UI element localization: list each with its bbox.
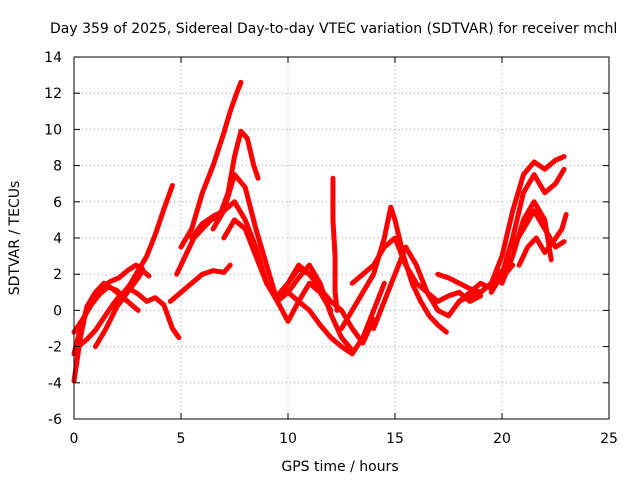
series-line-sat-o bbox=[339, 204, 449, 335]
series-line-sat-m bbox=[285, 280, 387, 357]
x-tick-label: 0 bbox=[70, 431, 79, 447]
series-line-sat-n bbox=[330, 175, 340, 313]
x-tick-label: 5 bbox=[177, 431, 186, 447]
series-line-sat-h bbox=[167, 262, 233, 304]
series-line-sat-v bbox=[516, 211, 569, 268]
chart-title: Day 359 of 2025, Sidereal Day-to-day VTE… bbox=[50, 21, 617, 37]
y-tick-label: 6 bbox=[53, 195, 62, 211]
x-tick-label: 15 bbox=[386, 431, 404, 447]
x-tick-label: 20 bbox=[493, 431, 511, 447]
series-line-sat-a bbox=[71, 183, 175, 384]
y-tick-label: 0 bbox=[53, 303, 62, 319]
series-line-sat-l bbox=[274, 266, 377, 346]
y-tick-label: 2 bbox=[53, 267, 62, 283]
series-line-sat-f bbox=[178, 79, 244, 250]
y-tick-label: 4 bbox=[53, 231, 62, 247]
series-line-sat-w bbox=[499, 199, 554, 286]
y-tick-label: 14 bbox=[44, 50, 62, 66]
series-group bbox=[71, 79, 569, 384]
series-line-sat-s bbox=[456, 154, 567, 304]
series-line-sat-j bbox=[210, 172, 334, 324]
y-tick-label: 12 bbox=[44, 86, 62, 102]
y-axis-label: SDTVAR / TECUs bbox=[7, 181, 23, 296]
x-tick-label: 25 bbox=[600, 431, 618, 447]
x-tick-labels: 0 5 10 15 20 25 bbox=[70, 431, 618, 447]
series-line-sat-e bbox=[92, 268, 152, 350]
y-tick-label: 10 bbox=[44, 122, 62, 138]
y-tick-label: -6 bbox=[48, 412, 62, 428]
series-line-sat-p bbox=[349, 235, 484, 304]
y-tick-label: 8 bbox=[53, 159, 62, 175]
y-tick-labels: -6 -4 -2 0 2 4 6 8 10 12 14 bbox=[44, 50, 62, 428]
y-tick-label: -4 bbox=[48, 376, 62, 392]
ticks bbox=[73, 56, 610, 420]
y-tick-label: -2 bbox=[48, 340, 62, 356]
series-line-sat-c bbox=[71, 284, 141, 335]
x-tick-label: 10 bbox=[279, 431, 297, 447]
x-axis-label: GPS time / hours bbox=[281, 459, 398, 475]
series-line-sat-t bbox=[488, 166, 567, 295]
